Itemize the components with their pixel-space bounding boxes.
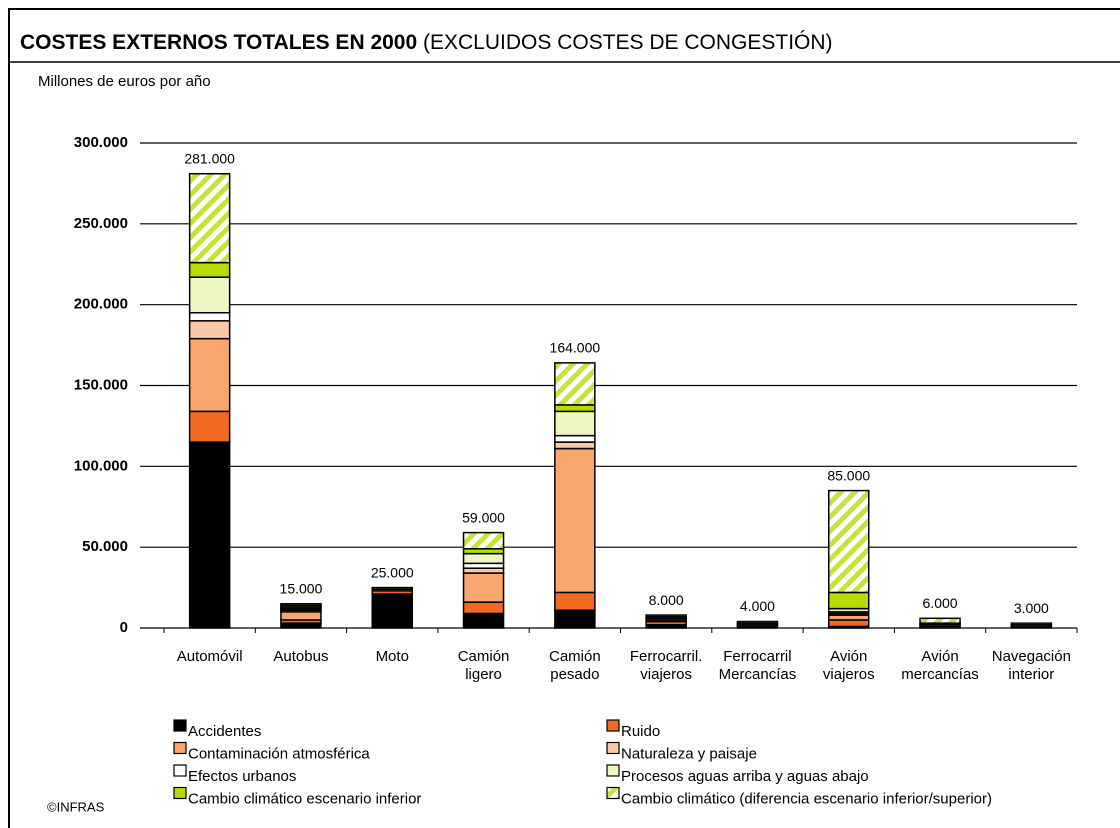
y-axis-label: Millones de euros por año (38, 73, 211, 90)
bar-segment (462, 572, 505, 603)
bar-segment (554, 362, 596, 406)
bar-segment (188, 337, 231, 413)
total-label: 6.000 (923, 595, 958, 611)
bar-segment (188, 172, 231, 264)
bar-segment (280, 611, 322, 621)
y-tick-label: 150.000 (74, 376, 128, 393)
legend-label: Cambio climático (diferencia escenario i… (621, 790, 992, 807)
bar-segment (1010, 622, 1053, 626)
bar-segment (736, 620, 779, 624)
x-tick-label: Moto (375, 648, 409, 665)
legend-swatch (173, 786, 187, 800)
legend-label: Efectos urbanos (188, 768, 296, 785)
bar-segment (188, 320, 231, 340)
x-tick-label: Avión mercancías (901, 648, 979, 683)
y-tick-label: 250.000 (74, 215, 128, 232)
legend-label: Ruido (621, 723, 660, 740)
legend-swatch (606, 764, 620, 777)
bar-segment (828, 591, 870, 610)
bar-segment (554, 447, 596, 594)
x-tick-label: Camión ligero (457, 648, 510, 683)
x-tick-label: Automóvil (176, 648, 243, 665)
total-label: 8.000 (649, 592, 684, 608)
bar-segment (462, 601, 505, 615)
frame (8, 8, 1120, 828)
bar-segment (280, 603, 322, 607)
legend-swatch (173, 741, 187, 755)
legend-label: Procesos aguas arriba y aguas abajo (621, 768, 869, 785)
bar-segment (188, 441, 231, 629)
legend-label: Cambio climático escenario inferior (188, 790, 421, 807)
legend-swatch (606, 786, 620, 800)
total-label: 3.000 (1014, 600, 1049, 616)
bar-segment (188, 410, 231, 443)
legend-label: Naturaleza y paisaje (621, 745, 757, 762)
y-tick-label: 0 (120, 619, 128, 636)
y-tick-label: 200.000 (74, 296, 128, 313)
bar-segment (554, 434, 596, 443)
total-label: 59.000 (462, 509, 505, 525)
bar-segment (645, 614, 687, 618)
y-tick-label: 50.000 (82, 538, 128, 555)
bar-segment (371, 586, 413, 590)
total-label: 15.000 (280, 580, 323, 596)
bar-segment (188, 276, 231, 314)
x-tick-label: Autobus (273, 648, 329, 665)
y-tick-label: 300.000 (74, 134, 128, 151)
chart-title-line: COSTES EXTERNOS TOTALES EN 2000 (EXCLUID… (20, 31, 833, 54)
bar-segment (554, 410, 596, 437)
y-tick-label: 100.000 (74, 457, 128, 474)
legend-swatch (173, 764, 187, 777)
bar-segment (828, 489, 870, 594)
bar-segment (828, 619, 870, 628)
x-tick-label: Navegación interior (991, 648, 1071, 683)
legend-label: Accidentes (188, 723, 261, 740)
bar-segment (554, 404, 596, 413)
chart-title: COSTES EXTERNOS TOTALES EN 2000 (20, 31, 417, 54)
total-label: 281.000 (184, 150, 235, 166)
bar-segment (371, 593, 413, 629)
x-tick-label: Camión pesado (549, 648, 601, 683)
legend-swatch (606, 719, 620, 732)
source: ©INFRAS (47, 799, 105, 814)
total-label: 164.000 (550, 340, 601, 356)
bar-segment (188, 312, 231, 322)
x-tick-label: Avión viajeros (822, 648, 875, 683)
bar-segment (462, 612, 505, 629)
bar-segment (554, 609, 596, 629)
bar-segment (554, 591, 596, 611)
total-label: 25.000 (371, 564, 414, 580)
legend-swatch (606, 741, 620, 755)
bar-segment (554, 441, 596, 450)
bar-segment (188, 261, 231, 278)
x-tick-label: Ferrocarril. viajeros (629, 648, 703, 683)
legend-swatch (173, 719, 187, 732)
legend-label: Contaminación atmosférica (188, 745, 370, 762)
bar-segment (919, 617, 961, 624)
total-label: 85.000 (827, 467, 870, 483)
x-tick-label: Ferrocarril Mercancías (718, 648, 797, 683)
total-label: 4.000 (740, 598, 775, 614)
chart-subtitle: (EXCLUIDOS COSTES DE CONGESTIÓN) (423, 31, 833, 54)
bar-segment (462, 552, 505, 565)
bar-segment (462, 531, 505, 550)
